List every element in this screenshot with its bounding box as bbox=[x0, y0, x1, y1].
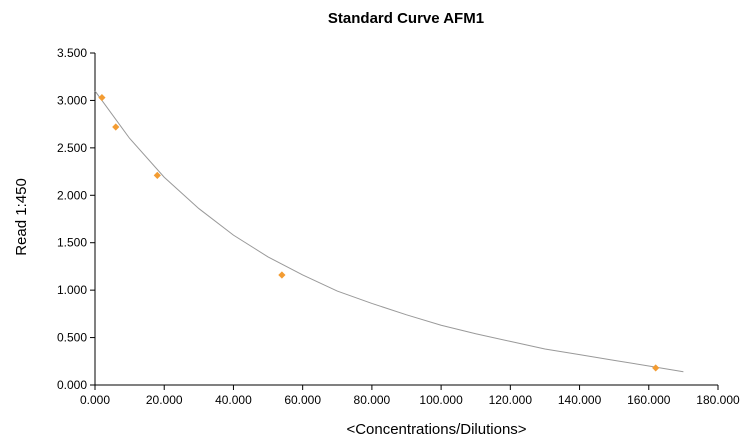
data-point bbox=[98, 93, 106, 102]
x-axis-title: <Concentrations/Dilutions> bbox=[346, 421, 526, 436]
y-tick-label: 3.500 bbox=[57, 46, 87, 60]
y-tick-label: 0.000 bbox=[57, 378, 87, 392]
data-point bbox=[652, 364, 660, 372]
data-point bbox=[112, 123, 120, 131]
data-point bbox=[153, 171, 161, 179]
y-tick-label: 3.000 bbox=[57, 93, 87, 107]
x-tick-label: 40.000 bbox=[215, 393, 252, 407]
x-tick-label: 80.000 bbox=[354, 393, 391, 407]
x-tick-label: 20.000 bbox=[146, 393, 183, 407]
y-tick-label: 1.500 bbox=[57, 236, 87, 250]
x-tick-label: 160.000 bbox=[627, 393, 671, 407]
x-tick-label: 60.000 bbox=[284, 393, 321, 407]
y-tick-label: 2.000 bbox=[57, 188, 87, 202]
x-tick-label: 180.000 bbox=[696, 393, 740, 407]
x-tick-label: 0.000 bbox=[80, 393, 110, 407]
x-tick-label: 100.000 bbox=[419, 393, 463, 407]
y-tick-label: 0.500 bbox=[57, 331, 87, 345]
y-tick-label: 2.500 bbox=[57, 141, 87, 155]
x-tick-label: 140.000 bbox=[558, 393, 602, 407]
fit-curve-line bbox=[94, 90, 684, 373]
data-point bbox=[278, 271, 286, 279]
x-tick-label: 120.000 bbox=[489, 393, 533, 407]
chart-title: Standard Curve AFM1 bbox=[327, 10, 485, 27]
y-axis-title: Read 1:450 bbox=[13, 178, 30, 256]
y-tick-label: 1.000 bbox=[57, 283, 87, 297]
